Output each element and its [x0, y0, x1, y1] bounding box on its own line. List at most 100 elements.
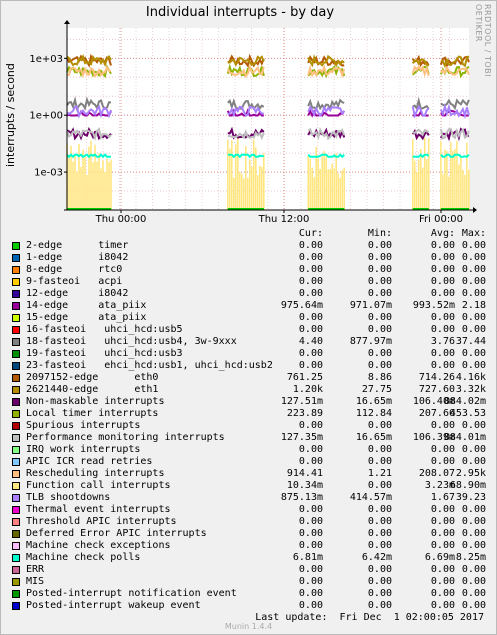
- legend-value-max: 0.00: [461, 348, 486, 359]
- legend-value-cur: 0.00: [298, 288, 323, 299]
- legend-swatch: [12, 566, 20, 574]
- legend-value-max: 2.18: [461, 300, 486, 311]
- legend-value-max: 0.00: [461, 576, 486, 587]
- legend-row: Threshold APIC interrupts 0.00 0.00 0.00 0.0…: [0, 516, 497, 528]
- legend-value-cur: 0.00: [298, 264, 323, 275]
- data-line: [412, 128, 429, 137]
- legend-value-max: 39.23: [455, 492, 486, 503]
- legend-value-cur: 0.00: [298, 276, 323, 287]
- legend-label: 14-edge ata_piix: [26, 300, 147, 311]
- legend-value-min: 0.00: [367, 588, 392, 599]
- legend-row: 23-fasteoi ehci_hcd:usb1, uhci_hcd:usb2 0…: [0, 360, 497, 372]
- legend-value-cur: 0.00: [298, 348, 323, 359]
- legend-value-min: 0.00: [367, 420, 392, 431]
- data-line: [440, 55, 470, 69]
- legend-value-avg: 0.00: [430, 240, 455, 251]
- legend-value-cur: 223.89: [286, 408, 323, 419]
- legend-column-header: Min:: [367, 228, 392, 239]
- legend-row: 8-edge rtc0 0.00 0.00 0.00 0.00: [0, 264, 497, 276]
- legend-row: APIC ICR read retries 0.00 0.00 0.00 0.00: [0, 456, 497, 468]
- legend-value-avg: 208.07: [418, 468, 455, 479]
- legend-value-avg: 0.00: [430, 288, 455, 299]
- x-tick-label: Fri 00:00: [419, 214, 463, 225]
- munin-version: Munin 1.4.4: [224, 622, 273, 631]
- legend-value-min: 0.00: [367, 240, 392, 251]
- legend-label: Posted-interrupt notification event: [26, 588, 237, 599]
- legend-label: IRQ work interrupts: [26, 444, 141, 455]
- legend-value-cur: 10.34m: [286, 480, 323, 491]
- legend-value-cur: 875.13m: [280, 492, 323, 503]
- data-line: [227, 105, 264, 118]
- legend-value-cur: 914.41: [286, 468, 323, 479]
- data-line: [66, 96, 112, 112]
- x-tick-label: Thu 12:00: [258, 214, 310, 225]
- legend-value-avg: 3.76: [430, 336, 455, 347]
- legend-value-avg: 714.26: [418, 372, 455, 383]
- legend-row: ERR 0.00 0.00 0.00 0.00: [0, 564, 497, 576]
- legend-value-avg: 727.60: [418, 384, 455, 395]
- legend-swatch: [12, 434, 20, 442]
- legend-row: Performance monitoring interrupts 127.35m…: [0, 432, 497, 444]
- legend-value-max: 0.00: [461, 240, 486, 251]
- legend-row: Posted-interrupt notification event 0.00 0…: [0, 588, 497, 600]
- legend-swatch: [12, 362, 20, 370]
- legend-row: Non-maskable interrupts 127.51m 16.65m 106.…: [0, 396, 497, 408]
- legend-label: Performance monitoring interrupts: [26, 432, 225, 443]
- legend-swatch: [12, 470, 20, 478]
- legend-swatch: [12, 446, 20, 454]
- legend-label: 15-edge ata_piix: [26, 312, 147, 323]
- legend-value-max: 0.00: [461, 420, 486, 431]
- legend-value-avg: 0.00: [430, 564, 455, 575]
- legend-swatch: [12, 302, 20, 310]
- series-tlb-shootdowns: [66, 102, 470, 120]
- legend-value-min: 8.86: [367, 372, 392, 383]
- legend-value-min: 0.00: [367, 252, 392, 263]
- data-line: [307, 64, 346, 79]
- legend-value-cur: 1.20k: [292, 384, 323, 395]
- legend-value-avg: 0.00: [430, 576, 455, 587]
- legend-value-avg: 0.00: [430, 360, 455, 371]
- legend-value-avg: 993.52m: [412, 300, 455, 311]
- legend-value-max: 8.25m: [455, 552, 486, 563]
- data-line: [440, 153, 470, 158]
- legend-row: Deferred Error APIC interrupts 0.00 0.00 0.…: [0, 528, 497, 540]
- legend-row: IRQ work interrupts 0.00 0.00 0.00 0.00: [0, 444, 497, 456]
- data-line: [66, 65, 112, 79]
- data-line: [440, 98, 470, 111]
- legend-swatch: [12, 590, 20, 598]
- legend-value-min: 0.00: [367, 576, 392, 587]
- legend-swatch: [12, 578, 20, 586]
- legend-swatch: [12, 518, 20, 526]
- legend-label: Thermal event interrupts: [26, 504, 171, 515]
- legend-label: 12-edge i8042: [26, 288, 129, 299]
- legend-label: 18-fasteoi uhci_hcd:usb4, 3w-9xxx: [26, 336, 237, 347]
- legend-value-max: 884.02m: [443, 396, 486, 407]
- legend-value-avg: 0.00: [430, 276, 455, 287]
- data-line: [307, 127, 346, 140]
- legend-value-max: 0.00: [461, 324, 486, 335]
- legend-swatch: [12, 326, 20, 334]
- last-update: Last update: Fri Dec 1 02:00:05 2017: [255, 612, 484, 623]
- legend-value-cur: 0.00: [298, 540, 323, 551]
- legend-value-avg: 1.67: [430, 492, 455, 503]
- legend-row: 16-fasteoi uhci_hcd:usb5 0.00 0.00 0.00 0.00: [0, 324, 497, 336]
- legend-value-cur: 0.00: [298, 456, 323, 467]
- legend-value-min: 0.00: [367, 276, 392, 287]
- series-2621440-edge-eth1: [66, 53, 470, 69]
- data-line: [307, 153, 345, 159]
- legend-label: Spurious interrupts: [26, 420, 141, 431]
- legend-column-header: Avg:: [430, 228, 455, 239]
- legend-value-cur: 127.35m: [280, 432, 323, 443]
- legend-value-max: 0.00: [461, 288, 486, 299]
- data-line: [307, 105, 345, 118]
- y-axis-arrow: [64, 20, 70, 24]
- legend-value-min: 0.00: [367, 528, 392, 539]
- legend-value-max: 2.95k: [455, 468, 486, 479]
- axes: [64, 20, 477, 213]
- legend-value-max: 0.00: [461, 276, 486, 287]
- legend-label: 2621440-edge eth1: [26, 384, 159, 395]
- legend-row: TLB shootdowns 875.13m 414.57m 1.67 39.23: [0, 492, 497, 504]
- legend-row: 19-fasteoi uhci_hcd:usb3 0.00 0.00 0.00 0.00: [0, 348, 497, 360]
- legend-value-min: 27.75: [361, 384, 392, 395]
- data-line: [307, 98, 345, 112]
